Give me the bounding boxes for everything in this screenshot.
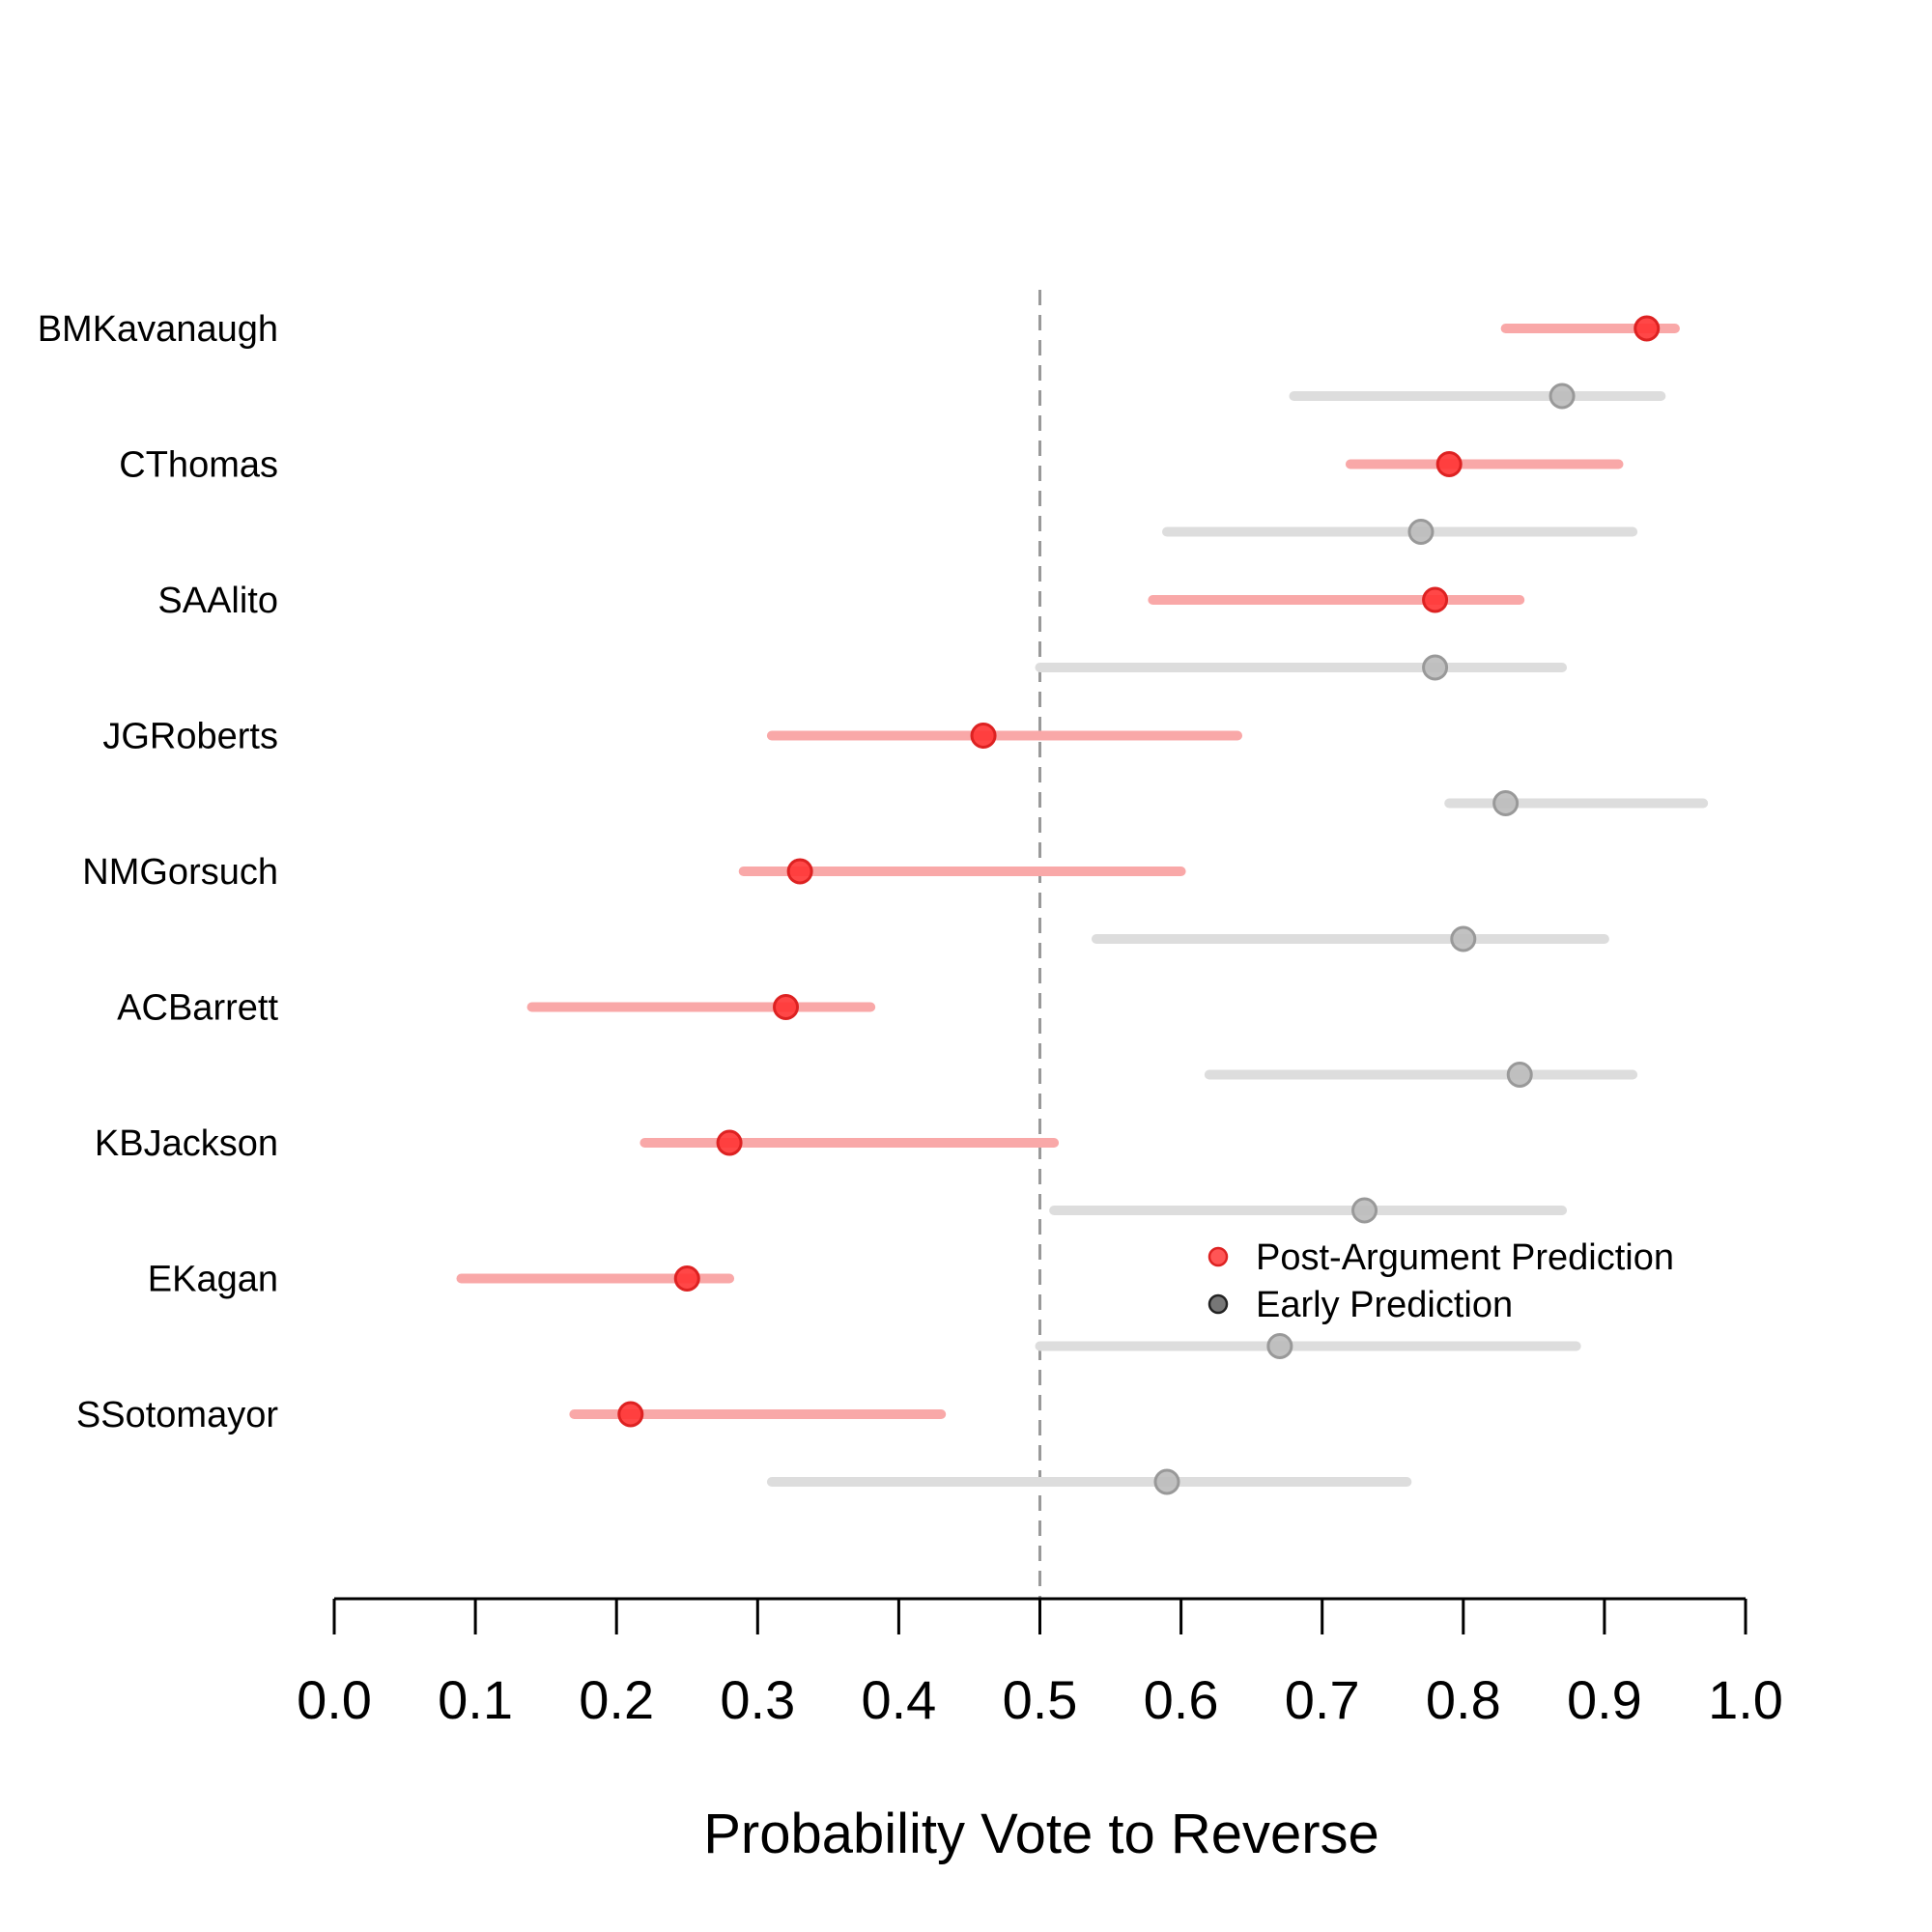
early-point-ssotomayor — [1153, 1468, 1180, 1495]
post-point-jgroberts — [970, 723, 997, 749]
post-point-nmgorsuch — [786, 858, 813, 885]
early-point-acbarrett — [1506, 1062, 1533, 1088]
x-tick-label-0.4: 0.4 — [861, 1669, 936, 1730]
post-point-bmkavanaugh — [1634, 315, 1661, 342]
legend-label-early: Early Prediction — [1256, 1285, 1513, 1325]
early-point-ekagan — [1266, 1333, 1293, 1359]
x-tick-label-0.7: 0.7 — [1285, 1669, 1360, 1730]
x-axis: 0.0 0.1 0.2 0.3 0.4 0.5 0.6 0.7 0.8 0.9 1.0 — [297, 1597, 1783, 1730]
justice-label-jgroberts: JGRoberts — [102, 717, 278, 757]
justice-label-saalito: SAAlito — [157, 581, 278, 621]
legend-marker-post — [1208, 1246, 1229, 1267]
justice-label-bmkavanaugh: BMKavanaugh — [38, 309, 278, 350]
early-point-bmkavanaugh — [1548, 383, 1576, 410]
x-tick-label-0.1: 0.1 — [438, 1669, 513, 1730]
justice-label-acbarrett: ACBarrett — [117, 988, 278, 1029]
post-point-cthomas — [1435, 451, 1463, 477]
early-point-nmgorsuch — [1450, 925, 1477, 952]
post-point-ekagan — [673, 1265, 700, 1292]
x-tick-label-0.2: 0.2 — [579, 1669, 654, 1730]
x-tick-label-0.8: 0.8 — [1426, 1669, 1501, 1730]
x-tick-label-0.9: 0.9 — [1567, 1669, 1642, 1730]
x-tick-label-0.0: 0.0 — [297, 1669, 372, 1730]
early-point-cthomas — [1407, 519, 1435, 545]
x-tick-label-1.0: 1.0 — [1708, 1669, 1783, 1730]
point-layer — [617, 315, 1661, 1495]
justice-label-kbjackson: KBJackson — [95, 1123, 278, 1164]
x-axis-title: Probability Vote to Reverse — [703, 1803, 1379, 1865]
early-point-saalito — [1422, 654, 1449, 681]
post-point-saalito — [1422, 586, 1449, 613]
post-point-acbarrett — [773, 994, 800, 1020]
justice-label-ssotomayor: SSotomayor — [76, 1395, 278, 1435]
x-tick-label-0.5: 0.5 — [1003, 1669, 1078, 1730]
legend: Post-Argument Prediction Early Prediction — [1208, 1237, 1674, 1325]
early-point-jgroberts — [1492, 790, 1520, 816]
x-tick-label-0.3: 0.3 — [720, 1669, 795, 1730]
legend-marker-early — [1208, 1293, 1229, 1315]
justice-label-layer: BMKavanaugh CThomas SAAlito JGRoberts NMGors… — [38, 309, 279, 1435]
justice-label-cthomas: CThomas — [119, 445, 278, 486]
post-point-ssotomayor — [617, 1401, 644, 1428]
x-tick-label-0.6: 0.6 — [1144, 1669, 1219, 1730]
justice-label-ekagan: EKagan — [148, 1260, 278, 1300]
interval-layer — [456, 324, 1709, 1487]
post-point-kbjackson — [716, 1129, 743, 1156]
legend-label-post: Post-Argument Prediction — [1256, 1237, 1674, 1278]
early-point-kbjackson — [1351, 1197, 1378, 1224]
justice-label-nmgorsuch: NMGorsuch — [82, 852, 278, 893]
